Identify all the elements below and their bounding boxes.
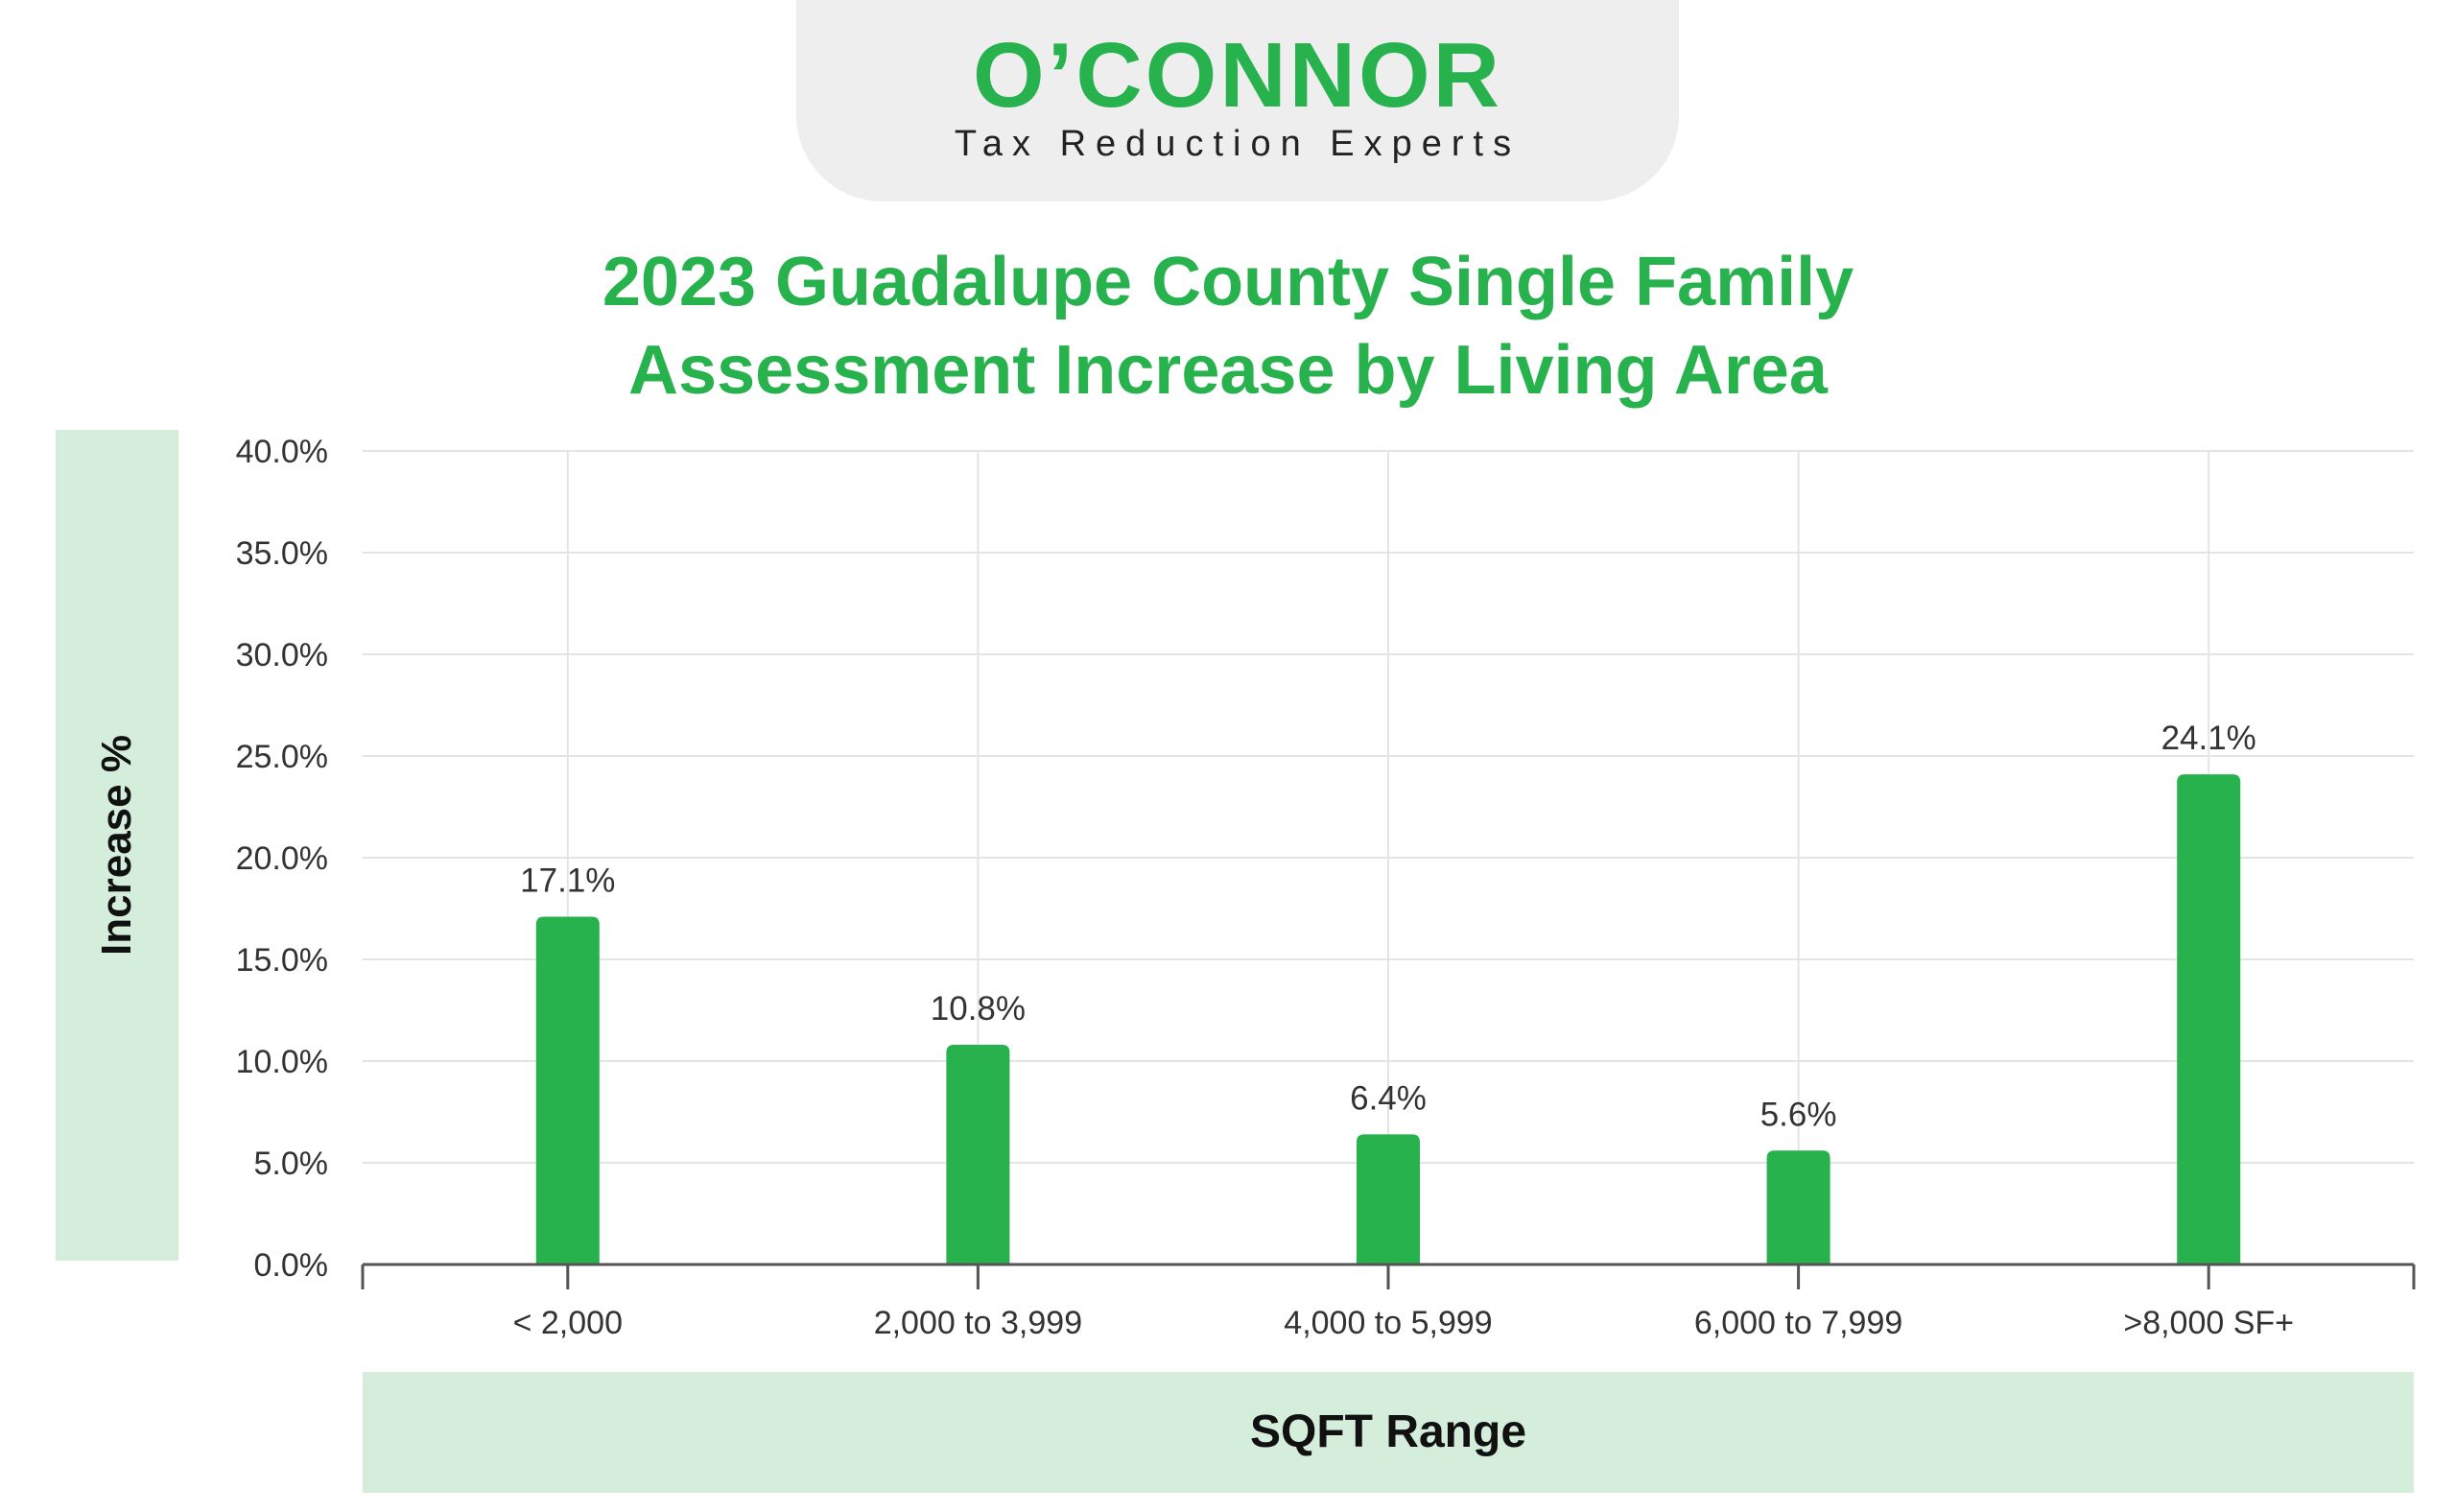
data-label: 24.1% [2161, 720, 2256, 757]
logo-tagline: Tax Reduction Experts [954, 124, 1522, 164]
y-tick-label: 25.0% [236, 739, 328, 775]
bar [535, 916, 600, 1264]
bars [535, 774, 2241, 1264]
x-tick-label: 6,000 to 7,999 [1694, 1305, 1902, 1341]
y-tick-label: 10.0% [236, 1044, 328, 1080]
y-tick-label: 15.0% [236, 942, 328, 979]
y-axis-title-band [56, 430, 178, 1261]
bar [1357, 1134, 1420, 1264]
y-tick-label: 20.0% [236, 840, 328, 877]
labels: 0.0% 5.0% 10.0% 15.0% 20.0% 25.0% 30.0% 35.0% 40… [236, 434, 2294, 1341]
data-label: 6.4% [1350, 1079, 1427, 1117]
bar [946, 1045, 1010, 1264]
x-axis [361, 1263, 2416, 1289]
logo-wordmark: O’CONNOR [973, 24, 1502, 127]
x-tick-label: 2,000 to 3,999 [874, 1305, 1082, 1341]
chart-title-line-1: 2023 Guadalupe County Single Family [602, 244, 1854, 320]
bar [2177, 774, 2241, 1264]
x-tick-label: < 2,000 [513, 1305, 623, 1341]
logo-background [796, 0, 1679, 201]
x-tick-label: 4,000 to 5,999 [1284, 1305, 1492, 1341]
y-tick-label: 5.0% [254, 1146, 329, 1182]
bar [1766, 1150, 1830, 1264]
chart-title: 2023 Guadalupe County Single Family Asse… [365, 238, 2091, 414]
data-label: 10.8% [931, 990, 1026, 1028]
data-label: 5.6% [1760, 1096, 1837, 1133]
data-label: 17.1% [520, 862, 615, 899]
y-tick-label: 0.0% [254, 1247, 329, 1284]
x-tick-label: >8,000 SF+ [2123, 1305, 2294, 1341]
y-tick-label: 40.0% [236, 434, 328, 470]
y-tick-label: 30.0% [236, 637, 328, 673]
y-tick-label: 35.0% [236, 535, 328, 572]
chart-title-line-2: Assessment Increase by Living Area [628, 332, 1828, 409]
company-logo: O’CONNOR [796, 23, 1679, 129]
x-axis-title: SQFT Range [1249, 1406, 1527, 1457]
x-axis-title-band [363, 1372, 2414, 1493]
